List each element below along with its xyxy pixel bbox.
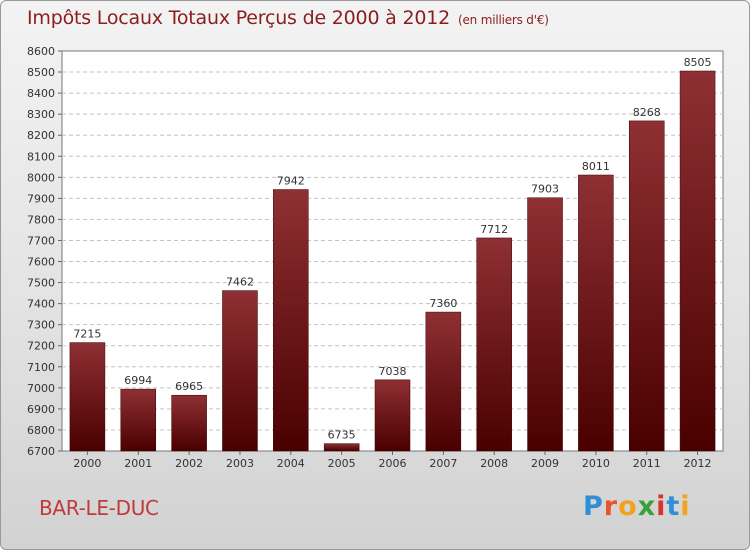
data-label-2006: 7038 [379, 365, 407, 378]
y-tick-label: 7400 [27, 298, 55, 311]
x-tick-label-2010: 2010 [582, 457, 610, 470]
bar-2011 [628, 120, 665, 452]
y-tick-label: 8200 [27, 129, 55, 142]
y-tick-label: 8400 [27, 87, 55, 100]
y-tick-label: 7700 [27, 234, 55, 247]
data-label-2004: 7942 [277, 175, 305, 188]
y-tick-label: 7500 [27, 277, 55, 290]
x-tick-label-2003: 2003 [226, 457, 254, 470]
y-axis: 6700 6800 6900 7000 7100 7200 7300 7400 7500 7600… [27, 45, 62, 458]
logo-letter: r [603, 491, 619, 522]
bar-series: 7215 6994 6965 7462 7942 6735 7038 7360 7712 7903… [69, 56, 716, 452]
x-tick-label-2000: 2000 [73, 457, 101, 470]
x-tick-label-2004: 2004 [277, 457, 305, 470]
data-label-2007: 7360 [429, 297, 457, 310]
logo-letter: i [656, 491, 667, 522]
city-name: BAR-LE-DUC [39, 496, 159, 520]
x-tick-label-2009: 2009 [531, 457, 559, 470]
bar-2006 [374, 379, 411, 452]
bar-2002 [171, 394, 207, 452]
bar-2012 [679, 70, 716, 452]
data-label-2002: 6965 [175, 380, 203, 393]
x-tick-label-2002: 2002 [175, 457, 203, 470]
y-tick-label: 8300 [27, 108, 55, 121]
logo-letter: P [583, 491, 604, 522]
y-tick-label: 8500 [27, 66, 55, 79]
x-tick-label-2012: 2012 [684, 457, 712, 470]
y-tick-label: 8000 [27, 171, 55, 184]
data-label-2010: 8011 [582, 160, 610, 173]
y-tick-label: 7900 [27, 192, 55, 205]
bar-2004 [273, 189, 309, 452]
bar-2008 [476, 237, 512, 452]
y-tick-label: 6900 [27, 403, 55, 416]
x-tick-label-2001: 2001 [124, 457, 152, 470]
x-tick-label-2006: 2006 [379, 457, 407, 470]
data-label-2000: 7215 [73, 328, 101, 341]
chart-title-text: Impôts Locaux Totaux Perçus de 2000 à 20… [27, 7, 451, 29]
bar-2000 [69, 342, 106, 452]
bar-2009 [527, 197, 563, 452]
y-tick-label: 7300 [27, 319, 55, 332]
data-label-2001: 6994 [124, 374, 152, 387]
y-tick-label: 7000 [27, 382, 55, 395]
chart-unit: (en milliers d'€) [458, 13, 549, 27]
logo-letter: t [666, 491, 681, 522]
bar-2003 [222, 290, 258, 452]
y-tick-label: 6700 [27, 445, 55, 458]
x-axis: 2000 2001 2002 2003 2004 2005 2006 2007 2008 2009… [73, 451, 712, 470]
x-tick-label-2011: 2011 [633, 457, 661, 470]
x-tick-label-2005: 2005 [328, 457, 356, 470]
data-label-2008: 7712 [480, 223, 508, 236]
x-tick-label-2008: 2008 [480, 457, 508, 470]
bar-2005 [323, 443, 360, 452]
x-tick-label-2007: 2007 [429, 457, 457, 470]
logo-letter: i [680, 491, 691, 522]
y-tick-label: 6800 [27, 424, 55, 437]
logo-letter: x [637, 491, 657, 522]
y-tick-label: 8600 [27, 45, 55, 58]
data-label-2011: 8268 [633, 106, 661, 119]
data-label-2009: 7903 [531, 183, 559, 196]
data-label-2012: 8505 [684, 56, 712, 69]
logo-letter: o [618, 491, 638, 522]
y-tick-label: 7100 [27, 361, 55, 374]
y-tick-label: 7800 [27, 213, 55, 226]
data-label-2003: 7462 [226, 276, 254, 289]
bar-2001 [120, 388, 157, 452]
y-tick-label: 8100 [27, 150, 55, 163]
y-tick-label: 7600 [27, 256, 55, 269]
bar-2010 [578, 174, 614, 452]
proxiti-logo: Proxiti [583, 491, 691, 522]
bar-2007 [425, 311, 462, 452]
chart-title: Impôts Locaux Totaux Perçus de 2000 à 20… [27, 7, 549, 29]
data-label-2005: 6735 [328, 429, 356, 442]
y-tick-label: 7200 [27, 340, 55, 353]
